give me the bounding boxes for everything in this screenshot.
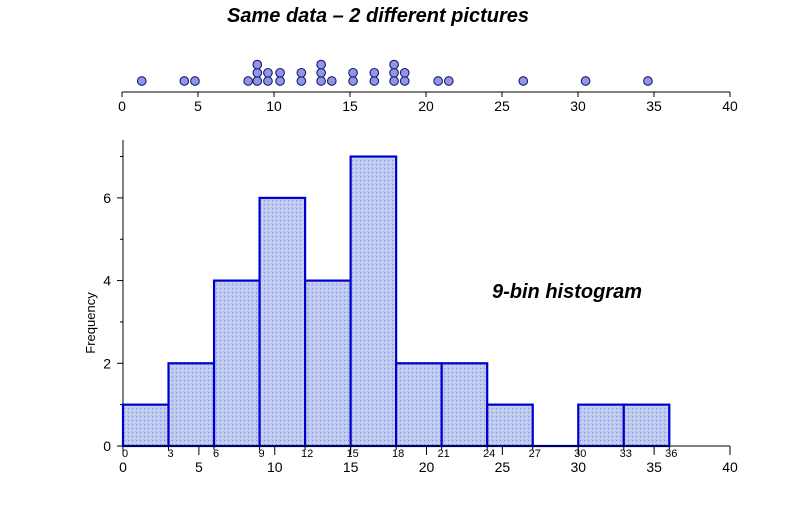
data-point [389,67,399,78]
histogram-bar [440,362,489,448]
bin-edge-label: 33 [620,448,632,460]
data-point [243,76,254,86]
dot-plot: 0 5 10 15 20 25 30 35 40 [118,59,738,114]
data-point [518,76,529,86]
chart-title: Same data – 2 different pictures [227,5,529,27]
histogram-bar [622,403,671,448]
bin-edge-label: 36 [665,448,677,460]
histogram-bar [349,155,398,448]
histogram-bar [167,362,216,448]
data-point [643,76,653,86]
y-axis-tick-label: 0 [103,438,111,454]
data-point [399,76,410,86]
data-point [179,76,190,86]
x-axis-tick-label: 5 [195,459,203,475]
x-axis-tick-label: 40 [722,459,738,475]
data-point [326,76,337,86]
x-axis-tick-label: 25 [495,459,511,475]
y-axis-tick-label: 6 [103,190,111,206]
x-axis-tick-label: 15 [343,459,359,475]
y-axis-title: Frequency [83,292,98,354]
bin-edge-label: 27 [529,448,541,460]
bin-edge-label: 12 [301,448,313,460]
bin-edge-label: 18 [392,448,404,460]
dot-plot-tick-label: 25 [494,98,510,114]
bin-edge-label: 9 [259,448,265,460]
bin-edge-label: 15 [347,448,359,460]
histogram-bar [486,403,534,448]
dot-plot-tick-label: 40 [722,98,738,114]
dot-plot-tick-label: 30 [570,98,586,114]
bin-edge-label: 24 [483,448,495,460]
histogram-bar [212,279,261,448]
dot-plot-tick-label: 20 [418,98,434,114]
data-point [443,76,454,86]
data-point [580,76,591,86]
x-axis-tick-label: 35 [646,459,662,475]
bin-edge-label: 6 [213,448,219,460]
data-point [316,59,326,70]
data-point [316,67,326,78]
data-point [275,76,285,86]
histogram-bar [395,362,443,448]
data-point [296,76,307,86]
data-point [263,67,273,78]
data-point [399,67,410,78]
x-axis-tick-label: 0 [119,459,127,475]
data-point [275,67,285,78]
x-axis-tick-label: 30 [570,459,586,475]
data-point [190,76,200,86]
data-point [136,76,147,86]
data-point [296,67,307,78]
data-point [389,76,399,86]
data-point [252,76,263,86]
data-point [252,67,263,78]
data-point [389,59,399,70]
histogram-bar [258,196,307,448]
bin-edge-label: 3 [167,448,173,460]
dot-plot-tick-label: 15 [342,98,358,114]
x-axis-tick-label: 10 [267,459,283,475]
bin-edge-label: 30 [574,448,586,460]
data-point [369,76,380,86]
y-axis-tick-label: 2 [103,355,111,371]
histogram-annotation: 9-bin histogram [492,281,642,303]
histogram-bar [121,403,170,448]
data-point [316,76,326,86]
data-point [252,59,263,70]
x-axis-tick-label: 20 [419,459,435,475]
histogram-bar [304,279,352,448]
data-point [369,67,380,78]
histogram-bar [577,403,625,448]
data-point [433,76,444,86]
y-axis-tick-label: 4 [103,273,111,289]
data-point [348,76,358,86]
bin-edge-label: 0 [122,448,128,460]
dot-plot-tick-label: 0 [118,98,126,114]
bin-edge-label: 21 [438,448,450,460]
dot-plot-tick-label: 10 [266,98,282,114]
data-point [348,67,358,78]
dot-plot-tick-label: 35 [646,98,662,114]
data-point [263,76,273,86]
dot-plot-tick-label: 5 [194,98,202,114]
